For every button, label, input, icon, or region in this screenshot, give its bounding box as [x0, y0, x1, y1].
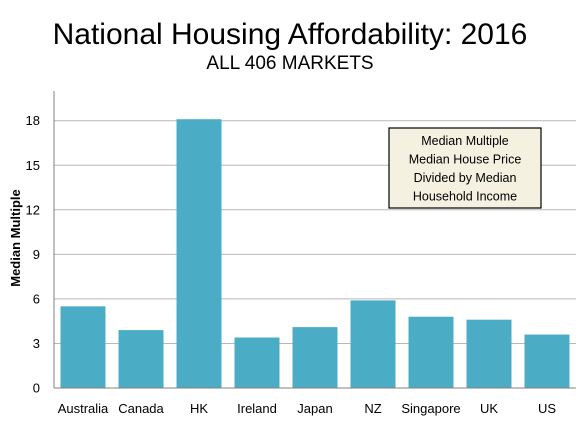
bar-singapore — [408, 316, 454, 388]
bar-ireland — [234, 337, 280, 388]
legend-box: Median Multiple Median House Price Divided… — [388, 127, 542, 209]
y-tick-labels: 0 3 6 9 12 15 18 — [26, 113, 40, 395]
x-tick-label: US — [538, 401, 556, 416]
x-tick-label: Singapore — [401, 401, 460, 416]
bar-us — [524, 334, 570, 388]
bar-nz — [350, 300, 396, 388]
legend-box-frame — [388, 127, 542, 209]
y-tick-label: 0 — [33, 381, 40, 396]
x-tick-label: NZ — [364, 401, 381, 416]
legend-box-line: Divided by Median — [414, 171, 517, 185]
x-tick-label: Japan — [297, 401, 332, 416]
legend-box-line: Household Income — [413, 190, 517, 204]
legend-box-line: Median Multiple — [421, 134, 509, 148]
y-tick-label: 15 — [26, 158, 40, 173]
y-tick-label: 18 — [26, 113, 40, 128]
x-tick-label: HK — [190, 401, 208, 416]
legend-box-line: Median House Price — [409, 153, 522, 167]
bar-japan — [292, 327, 338, 388]
chart-subtitle: ALL 406 MARKETS — [206, 53, 373, 74]
y-tick-label: 3 — [33, 336, 40, 351]
x-tick-label: UK — [480, 401, 498, 416]
y-tick-label: 6 — [33, 291, 40, 306]
axes — [53, 91, 576, 389]
bar-australia — [60, 306, 106, 388]
y-tick-label: 12 — [26, 202, 40, 217]
x-tick-label: Canada — [118, 401, 164, 416]
x-tick-labels: Australia Canada HK Ireland Japan NZ Singapore… — [58, 401, 557, 416]
bar-canada — [118, 330, 164, 388]
bar-uk — [466, 319, 512, 388]
bars — [60, 119, 570, 388]
chart-title: National Housing Affordability: 2016 — [53, 18, 528, 51]
y-tick-label: 9 — [33, 247, 40, 262]
bar-hk — [176, 119, 222, 388]
y-axis-label: Median Multiple — [8, 189, 23, 287]
x-tick-label: Ireland — [237, 401, 277, 416]
x-tick-label: Australia — [58, 401, 109, 416]
